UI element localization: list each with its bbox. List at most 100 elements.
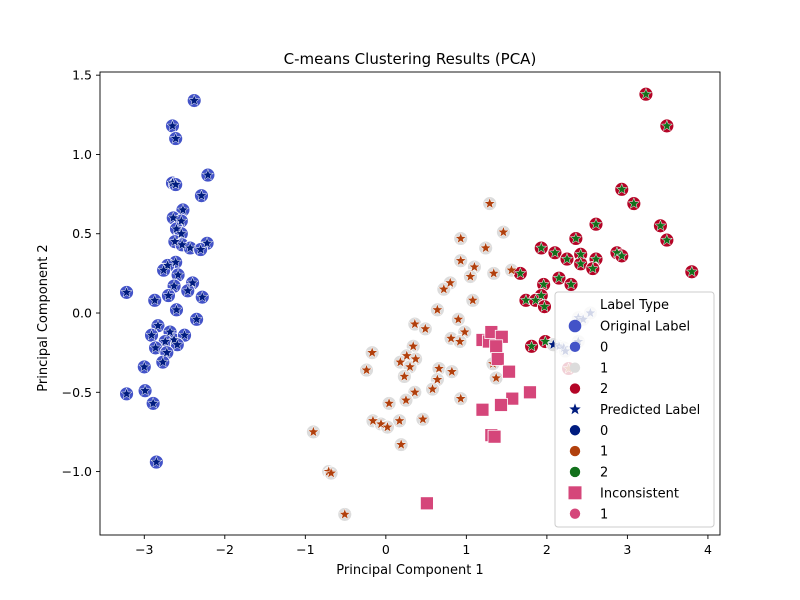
legend-marker-dot — [569, 341, 581, 353]
legend-label: 0 — [600, 424, 608, 439]
y-tick-label: 1.5 — [72, 68, 92, 83]
predicted-label-point — [175, 238, 189, 251]
predicted-label-point — [445, 365, 459, 377]
predicted-label-point — [394, 355, 407, 368]
predicted-label-point — [437, 282, 451, 295]
predicted-label-point — [398, 369, 411, 382]
legend-marker-dot — [569, 425, 581, 436]
inconsistent-point — [489, 339, 504, 354]
predicted-label-point — [403, 360, 417, 373]
predicted-label-point — [416, 412, 430, 425]
plot-area — [119, 86, 700, 522]
predicted-label-point — [381, 420, 394, 433]
predicted-label-point — [489, 371, 503, 384]
predicted-label-point — [408, 385, 422, 398]
predicted-label-point — [529, 293, 542, 306]
predicted-label-point — [444, 276, 457, 289]
predicted-label-point — [660, 119, 674, 132]
predicted-label-point — [431, 373, 444, 385]
legend-label: Inconsistent — [600, 486, 679, 501]
x-tick-label: 2 — [543, 542, 551, 557]
predicted-label-point — [169, 132, 182, 144]
predicted-label-point — [171, 338, 184, 351]
predicted-label-point — [196, 290, 209, 303]
y-tick-label: −1.0 — [62, 464, 92, 479]
predicted-label-point — [156, 355, 170, 368]
predicted-label-point — [407, 339, 420, 352]
legend-marker-dot — [569, 445, 581, 457]
predicted-label-point — [685, 265, 699, 278]
predicted-label-point — [660, 233, 674, 246]
predicted-label-point — [539, 335, 552, 347]
predicted-label-point — [574, 247, 587, 260]
axes: −3 −2 −1 0 1 2 3 4 −1.0 −0.5 0.0 0.5 1.0 1.5 — [62, 68, 721, 557]
predicted-label-point — [176, 203, 190, 216]
predicted-label-point — [535, 289, 548, 301]
predicted-label-point — [453, 335, 467, 347]
x-tick-label: 4 — [704, 542, 712, 557]
predicted-label-point — [552, 271, 566, 284]
predicted-label-point — [149, 341, 162, 354]
predicted-label-point — [186, 276, 199, 289]
legend-marker-dot — [569, 383, 581, 394]
x-tick-label: 1 — [462, 542, 470, 557]
predicted-label-point — [307, 425, 320, 438]
predicted-label-point — [157, 263, 170, 276]
legend-marker-dot — [569, 362, 581, 373]
predicted-label-point — [160, 346, 174, 358]
y-tick-label: 1.0 — [72, 147, 92, 162]
legend-title: Label Type — [600, 298, 669, 313]
axes-frame — [99, 71, 721, 536]
predicted-label-point — [560, 252, 574, 265]
y-tick-label: 0.5 — [72, 226, 92, 241]
legend-label: 1 — [600, 361, 608, 376]
x-axis-label: Principal Component 1 — [336, 563, 483, 578]
predicted-label-point — [419, 322, 432, 335]
y-tick-label: −0.5 — [62, 385, 92, 400]
predicted-label-point — [408, 317, 422, 330]
predicted-label-point — [167, 279, 181, 292]
x-tick-label: −2 — [216, 542, 234, 557]
predicted-label-point — [138, 384, 152, 396]
predicted-label-point — [548, 246, 562, 259]
predicted-label-point — [167, 333, 181, 346]
legend-label: 2 — [600, 382, 608, 397]
predicted-label-point — [497, 225, 510, 238]
x-tick-label: 3 — [623, 542, 631, 557]
predicted-label-point — [564, 277, 578, 290]
predicted-label-point — [151, 319, 165, 331]
predicted-label-point — [538, 300, 551, 312]
inconsistent-point — [502, 364, 516, 379]
predicted-label-point — [145, 328, 158, 341]
inconsistent-point — [494, 398, 508, 412]
inconsistent-point — [420, 496, 434, 511]
legend-label: 2 — [600, 466, 608, 481]
predicted-label-point — [195, 189, 208, 201]
legend-label: 1 — [600, 445, 608, 460]
predicted-label-point — [168, 235, 182, 247]
predicted-label-point — [187, 94, 201, 106]
predicted-label-point — [444, 331, 458, 344]
predicted-label-point — [146, 396, 160, 409]
predicted-label-point — [190, 312, 203, 325]
legend-marker-square — [568, 486, 582, 500]
legend: Label Type Original Label 0 1 2 Predicted Lab… — [554, 291, 715, 528]
predicted-label-point — [138, 360, 151, 373]
predicted-label-point — [454, 392, 467, 404]
predicted-label-point — [169, 178, 182, 190]
legend-marker-dot — [569, 508, 581, 519]
predicted-label-point — [365, 346, 379, 358]
predicted-label-point — [167, 211, 180, 224]
predicted-label-point — [360, 363, 373, 376]
predicted-label-point — [171, 268, 185, 281]
legend-label: 0 — [600, 340, 608, 355]
x-tick-label: −3 — [135, 542, 153, 557]
predicted-label-point — [166, 119, 179, 132]
legend-marker-circle — [568, 319, 582, 333]
predicted-label-point — [393, 414, 406, 427]
predicted-label-point — [159, 335, 172, 347]
legend-label: Original Label — [600, 320, 690, 335]
predicted-label-point — [454, 231, 467, 244]
